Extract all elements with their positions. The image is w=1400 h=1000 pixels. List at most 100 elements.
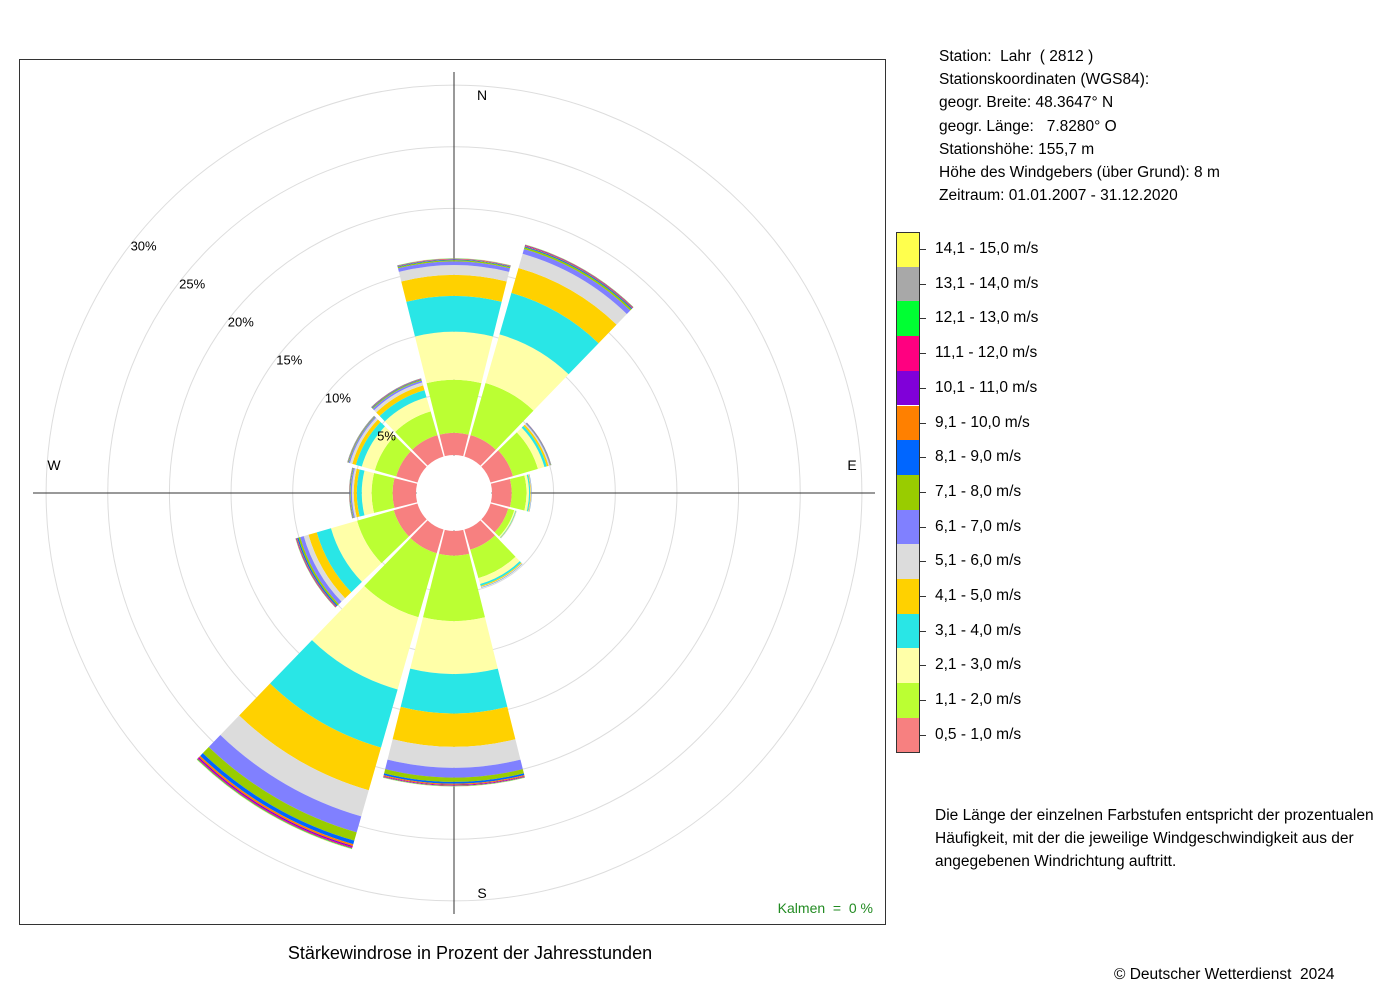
sector-layer [196,244,634,850]
sector-120-class-1 [494,508,515,537]
sector-90-class-6 [528,474,532,512]
sector-0-class-11 [397,258,511,266]
copyright-notice: © Deutscher Wetterdienst 2024 [1114,966,1335,983]
sector-0-class-3 [406,295,502,337]
sector-210-class-4 [239,683,381,791]
sector-60-class-1 [498,432,538,477]
legend-item: 1,1 - 2,0 m/s [896,683,1066,718]
sector-90-class-2 [524,474,529,512]
sector-270-class-2 [361,470,375,516]
period-line: Zeitraum: 01.01.2007 - 31.12.2020 [939,187,1178,205]
legend-tick [920,491,926,493]
coordinates-heading: Stationskoordinaten (WGS84): [939,71,1150,89]
sector-240-class-4 [308,532,352,599]
legend-item: 11,1 - 12,0 m/s [896,336,1066,371]
legend-tick [920,630,926,632]
sector-300-class-0 [396,451,427,483]
sector-270-class-0 [392,478,418,508]
legend-tick [920,457,926,459]
sector-30-class-0 [464,435,496,466]
legend-label: 2,1 - 3,0 m/s [935,656,1022,674]
sector-30-class-3 [499,292,599,375]
legend-tick [920,318,926,320]
sector-210-class-3 [270,640,398,748]
sector-0-class-1 [426,379,482,435]
sector-0-class-10 [397,258,511,267]
legend-tick [920,596,926,597]
sector-180-class-6 [385,759,523,778]
sector-60-class-0 [481,450,514,483]
sector-30-class-4 [511,268,617,344]
sector-120-class-0 [481,503,509,533]
sector-240-class-3 [316,528,362,593]
sector-240-class-6 [300,536,342,605]
sector-90-class-7 [529,474,532,512]
sector-90-class-0 [490,479,512,507]
compass-label-n: N [477,87,487,103]
legend-label: 10,1 - 11,0 m/s [935,378,1038,396]
sector-0-class-4 [401,274,507,302]
legend-label: 12,1 - 13,0 m/s [935,309,1039,327]
legend-swatch [896,683,920,718]
legend-item: 10,1 - 11,0 m/s [896,370,1066,406]
ring-label-5: 5% [377,428,396,443]
sector-30-class-1 [470,382,534,450]
legend-tick [920,526,926,528]
legend-item: 6,1 - 7,0 m/s [896,509,1066,545]
sector-270-class-11 [349,467,353,519]
sector-30-class-5 [518,253,627,325]
legend-label: 4,1 - 5,0 m/s [935,587,1022,604]
sector-0-class-6 [397,261,511,272]
compass-label-e: E [847,457,856,473]
sector-90-class-4 [527,474,531,512]
legend-tick [920,283,926,285]
sector-330-class-6 [372,380,423,411]
sector-270-class-1 [371,473,395,513]
sector-330-class-5 [374,382,424,413]
sector-180-class-2 [410,617,498,675]
legend-item: 8,1 - 9,0 m/s [896,440,1066,475]
legend-swatch [896,509,920,545]
sector-180-class-4 [392,706,516,747]
latitude-line: geogr. Breite: 48.3647° N [939,94,1114,112]
sector-150-class-2 [478,556,520,585]
sector-180-class-9 [383,775,525,785]
calm-label: Kalmen = 0 % [777,900,873,916]
legend-item: 4,1 - 5,0 m/s [896,579,1066,614]
legend-swatch [896,613,920,649]
legend-tick [920,387,926,389]
legend-swatch [896,232,920,267]
sector-300-class-1 [374,435,411,477]
sector-240-class-5 [303,534,346,602]
sector-60-class-4 [523,424,549,467]
legend-item: 2,1 - 3,0 m/s [896,648,1066,684]
legend-swatch [896,544,920,579]
sector-330-class-1 [395,411,438,450]
sector-330-class-2 [384,397,431,432]
legend-item: 7,1 - 8,0 m/s [896,474,1066,510]
legend-swatch [896,370,920,406]
sector-240-class-0 [393,503,427,537]
sector-90-class-1 [510,475,527,511]
chart-caption: Stärkewindrose in Prozent der Jahresstun… [287,943,653,963]
legend-item: 9,1 - 10,0 m/s [896,405,1066,441]
longitude-line: geogr. Länge: 7.8280° O [939,117,1117,135]
station-line: Station: Lahr ( 2812 ) [939,48,1094,65]
sector-0-class-8 [397,259,511,268]
sector-0-class-13 [397,258,511,266]
sector-150-class-3 [480,561,522,586]
legend-tick [920,249,926,250]
sector-270-class-9 [349,467,353,519]
sector-180-class-14 [382,777,526,787]
sector-240-class-1 [357,510,409,564]
sector-30-class-2 [485,334,569,411]
legend-label: 8,1 - 9,0 m/s [935,448,1022,466]
sector-270-class-12 [349,467,353,519]
sector-180-class-5 [387,739,521,768]
sector-180-class-7 [384,769,524,782]
ring-label-15: 15% [276,352,302,367]
ring-label-25: 25% [179,276,205,291]
legend-swatch [896,405,920,441]
sector-60-class-3 [521,425,547,468]
label-layer: 5% 10% 15% 20% 25% 30% N E S W [47,87,856,901]
